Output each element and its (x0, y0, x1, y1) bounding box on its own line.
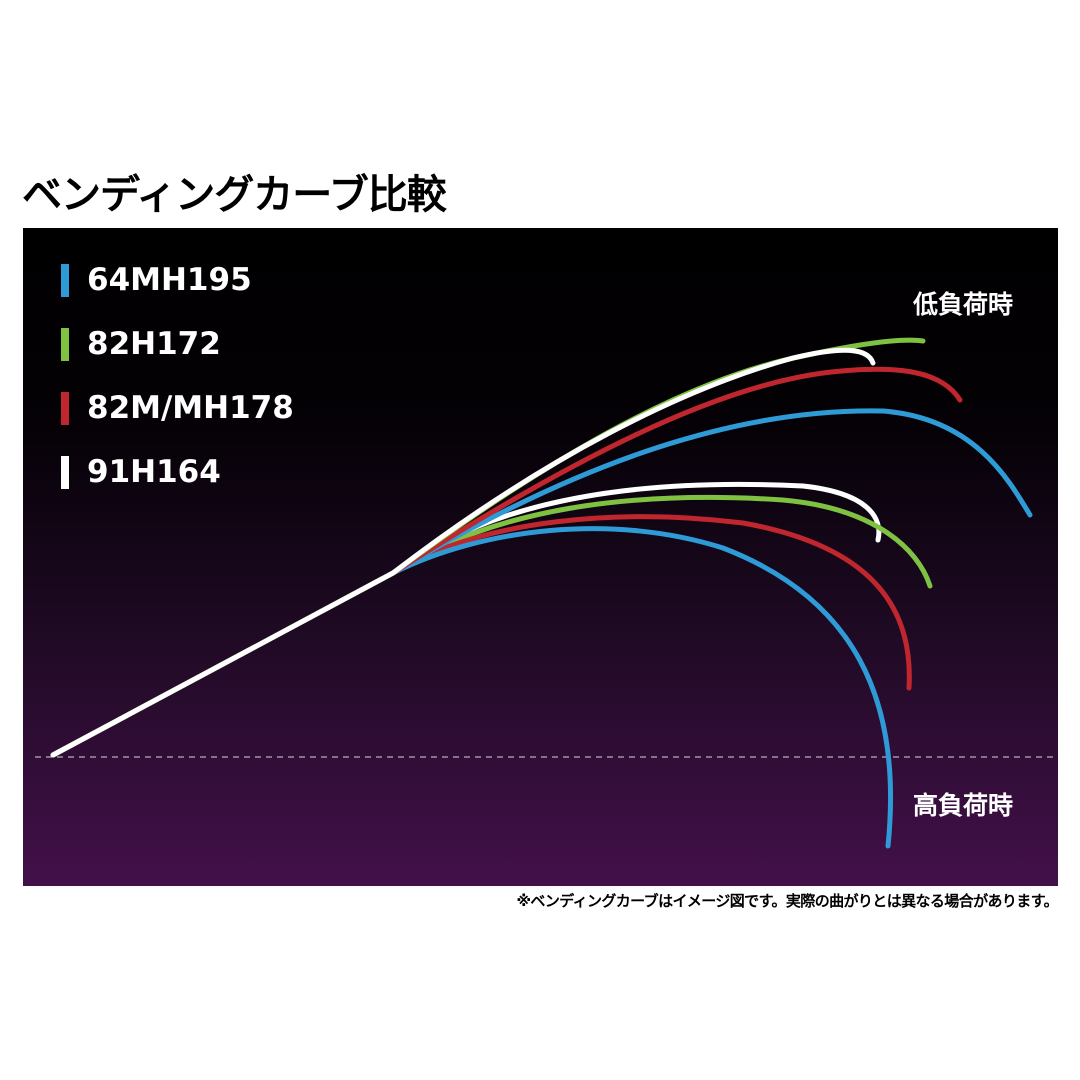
legend-label: 82M/MH178 (87, 390, 294, 426)
legend-swatch (61, 264, 69, 297)
curve-low-blue (50, 408, 1033, 758)
legend-label: 82H172 (87, 326, 221, 362)
low-load-label: 低負荷時 (913, 290, 1014, 319)
legend-swatch (61, 456, 69, 489)
high-load-label: 高負荷時 (913, 791, 1014, 820)
curves-svg (35, 337, 1058, 849)
legend-label: 91H164 (87, 454, 221, 490)
footnote: ※ベンディングカーブはイメージ図です。実際の曲がりとは異なる場合があります。 (516, 892, 1058, 910)
chart-title: ベンディングカーブ比較 (22, 172, 447, 218)
curve-low-white (50, 347, 876, 758)
curve-low-red (50, 366, 963, 758)
bending-curve-panel: 64MH195 82H172 82M/MH178 91H164 低負荷時 高負荷… (23, 228, 1058, 886)
legend-label: 64MH195 (87, 262, 252, 298)
curve-high-blue (50, 526, 894, 849)
legend-swatch (61, 328, 69, 361)
curve-high-red (50, 514, 912, 758)
curve-high-green (50, 494, 933, 758)
legend-swatch (61, 392, 69, 425)
